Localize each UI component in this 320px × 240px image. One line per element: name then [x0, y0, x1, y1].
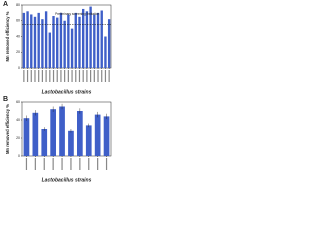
- bar: [33, 16, 37, 68]
- bar: [74, 12, 77, 68]
- x-tick-label-placeholder: [104, 70, 107, 82]
- bar: [68, 130, 74, 156]
- y-tick-label: 40: [16, 118, 20, 122]
- bar: [70, 28, 74, 68]
- bar: [41, 19, 44, 68]
- x-tick-label-placeholder: [97, 70, 99, 82]
- bar: [94, 114, 101, 156]
- x-tick-label-placeholder: [56, 70, 58, 82]
- y-tick-label: 80: [16, 3, 20, 7]
- x-tick-label-placeholder: [79, 158, 81, 170]
- x-tick-label-placeholder: [82, 70, 84, 82]
- y-axis-title: Mn removed efficiency %: [5, 11, 10, 61]
- x-tick-label-placeholder: [70, 158, 72, 170]
- y-tick-label: 60: [16, 100, 20, 104]
- x-tick-label-placeholder: [60, 70, 62, 82]
- x-tick-label-placeholder: [101, 70, 103, 82]
- bar: [44, 11, 48, 69]
- bar: [37, 12, 40, 68]
- x-tick-label-placeholder: [75, 70, 77, 82]
- x-tick-label-placeholder: [52, 70, 55, 82]
- bar: [41, 129, 48, 156]
- bar: [59, 106, 65, 156]
- y-tick-label: 40: [16, 34, 20, 38]
- x-tick-label-placeholder: [30, 70, 32, 82]
- plot-frame: [21, 101, 112, 157]
- bar: [32, 112, 39, 156]
- bar: [59, 12, 63, 68]
- bar: [26, 11, 29, 69]
- panel-label: A: [3, 1, 8, 8]
- bar: [82, 8, 85, 68]
- bar: [103, 116, 110, 156]
- x-tick-label-placeholder: [105, 158, 108, 170]
- bar: [85, 11, 89, 69]
- x-tick-label-placeholder: [38, 70, 40, 82]
- x-tick-label-placeholder: [49, 70, 51, 82]
- x-axis-title: Lactobacillus strains: [42, 89, 92, 95]
- x-tick-label-placeholder: [26, 70, 29, 82]
- bar: [67, 14, 70, 68]
- x-tick-label-placeholder: [71, 70, 73, 82]
- bar: [93, 14, 96, 68]
- x-tick-label-placeholder: [93, 70, 95, 82]
- y-axis-title: Mn removed efficiency %: [5, 104, 10, 154]
- bar: [23, 118, 30, 156]
- x-tick-label-placeholder: [41, 70, 43, 82]
- x-tick-label-placeholder: [67, 70, 69, 82]
- bar: [85, 125, 92, 156]
- panel-label: B: [3, 96, 8, 103]
- bar: [78, 16, 81, 68]
- x-tick-label-placeholder: [23, 70, 25, 82]
- bar: [96, 12, 100, 68]
- x-tick-label-placeholder: [64, 70, 66, 82]
- y-tick-label: 0: [18, 154, 20, 158]
- annotation: Preliminary screening limitation: [55, 12, 99, 16]
- y-tick-label: 60: [16, 19, 20, 23]
- x-tick-label-placeholder: [90, 70, 92, 82]
- x-tick-label-placeholder: [88, 158, 90, 170]
- x-tick-label-placeholder: [61, 158, 63, 170]
- bar: [48, 32, 51, 68]
- y-tick-label: 20: [16, 136, 20, 140]
- y-tick-label: 20: [16, 50, 20, 54]
- x-tick-label-placeholder: [86, 70, 88, 82]
- x-tick-label-placeholder: [34, 158, 36, 170]
- x-tick-label-placeholder: [43, 158, 45, 170]
- bar: [77, 111, 83, 156]
- x-tick-label-placeholder: [52, 158, 54, 170]
- y-tick-label: 0: [18, 66, 20, 70]
- bar: [100, 10, 103, 68]
- bar: [22, 12, 26, 68]
- bar: [104, 36, 107, 68]
- bar: [56, 17, 59, 69]
- figure: A Mn removed efficiency % Lactobacillus st…: [3, 1, 112, 183]
- bar: [63, 20, 66, 68]
- bar: [89, 6, 92, 68]
- x-axis-title: Lactobacillus strains: [42, 177, 92, 183]
- bar: [107, 19, 111, 68]
- x-tick-label-placeholder: [45, 70, 47, 82]
- x-tick-label-placeholder: [25, 158, 28, 170]
- x-tick-label-placeholder: [78, 70, 81, 82]
- x-tick-label-placeholder: [34, 70, 36, 82]
- x-tick-label-placeholder: [97, 158, 99, 170]
- bar: [50, 109, 56, 156]
- x-tick-label-placeholder: [108, 70, 110, 82]
- bar: [52, 16, 55, 68]
- bar: [30, 14, 33, 68]
